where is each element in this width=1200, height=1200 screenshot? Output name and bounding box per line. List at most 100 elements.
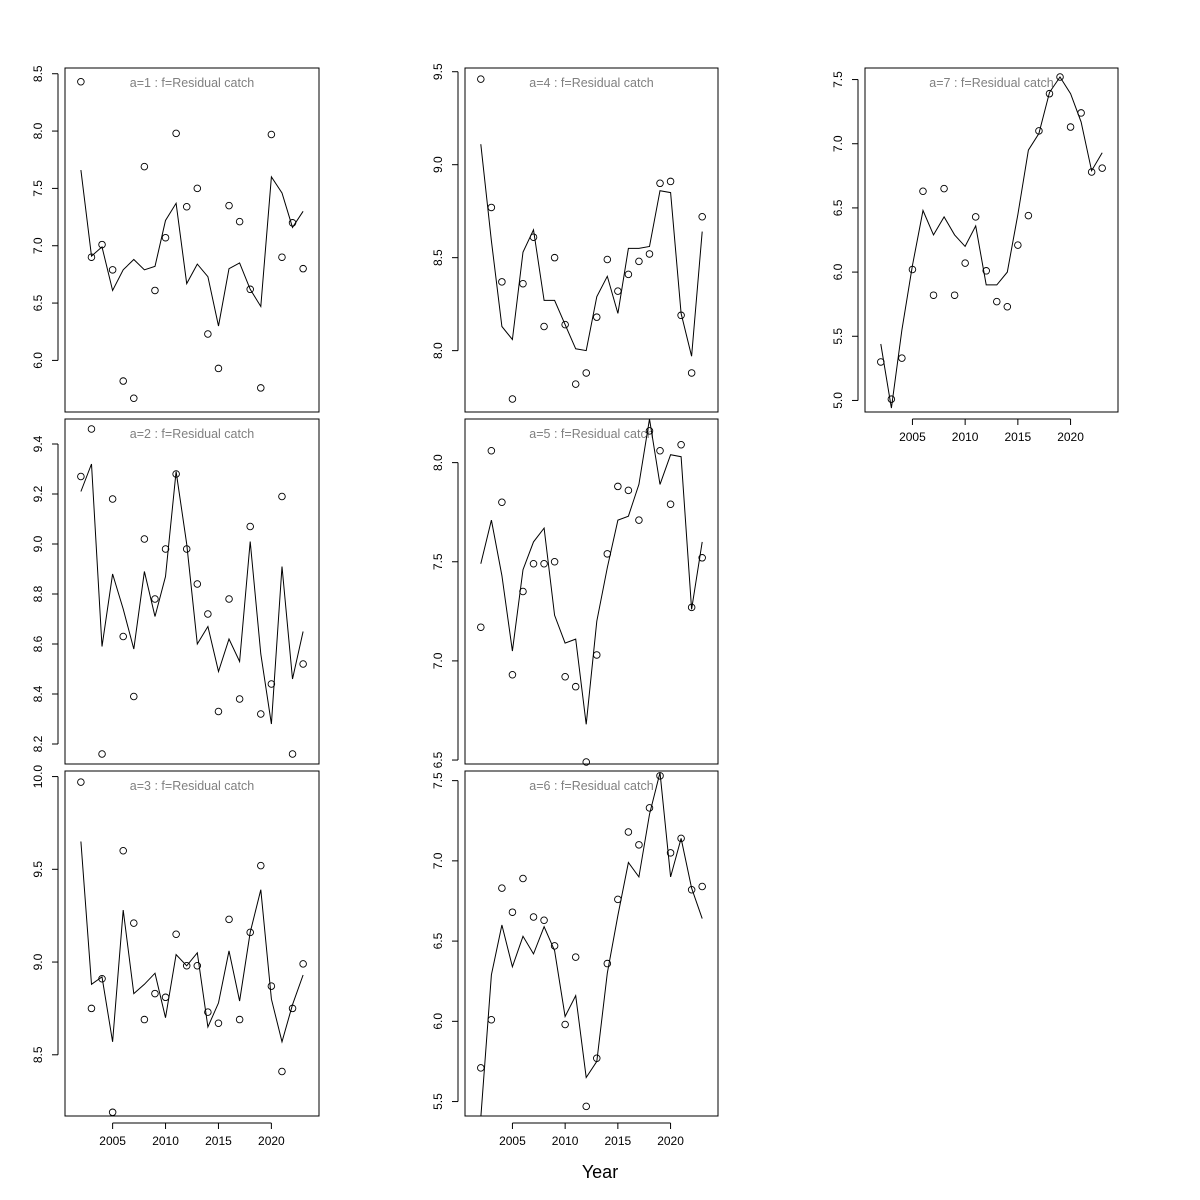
observed-point xyxy=(246,522,254,531)
observed-point xyxy=(550,558,559,566)
observed-point xyxy=(593,1054,601,1062)
observed-point xyxy=(193,580,202,588)
observed-point xyxy=(519,874,527,883)
observed-point xyxy=(477,623,485,631)
observed-point xyxy=(993,297,1001,306)
observed-point xyxy=(614,895,622,904)
observed-point xyxy=(235,695,244,703)
observed-point xyxy=(278,253,286,261)
x-tick-label: 2020 xyxy=(1057,430,1084,444)
observed-point xyxy=(529,913,538,921)
observed-point xyxy=(477,1064,485,1072)
x-tick-label: 2010 xyxy=(552,1134,579,1148)
observed-point xyxy=(214,1019,223,1028)
observed-point xyxy=(645,427,654,435)
chart-panel-6: 5.5 6.0 6.5 7.0 7.5 2005 2010 2015 2020 a=6 : f=R… xyxy=(431,770,719,1148)
observed-point xyxy=(1024,211,1033,220)
observed-point xyxy=(550,942,559,950)
observed-point xyxy=(87,253,96,261)
observed-point xyxy=(508,908,517,916)
observed-point xyxy=(87,1004,96,1013)
plot-frame xyxy=(464,418,719,765)
observed-point xyxy=(257,710,265,718)
observed-point xyxy=(561,673,569,681)
observed-point xyxy=(498,278,506,286)
observed-point xyxy=(119,847,127,855)
y-tick-label: 9.0 xyxy=(431,156,445,173)
observed-point xyxy=(299,960,307,968)
observed-point xyxy=(477,75,485,83)
observed-point xyxy=(908,265,917,274)
observed-point xyxy=(1077,109,1085,117)
chart-panel-5: 6.5 7.0 7.5 8.0 a=5 : f=Residual catch xyxy=(431,418,719,768)
y-tick-label: 7.0 xyxy=(31,237,45,254)
y-tick-label: 7.5 xyxy=(431,772,445,789)
observed-point xyxy=(929,291,938,299)
observed-point xyxy=(603,255,612,264)
observed-point xyxy=(645,250,654,258)
observed-point xyxy=(140,535,149,543)
observed-point xyxy=(698,213,706,221)
plot-frame xyxy=(64,770,320,1117)
panel-title: a=1 : f=Residual catch xyxy=(130,76,254,90)
observed-point xyxy=(98,240,106,249)
observed-point xyxy=(487,203,496,212)
y-tick-label: 6.5 xyxy=(31,294,45,311)
observed-point xyxy=(172,930,180,938)
observed-point xyxy=(540,559,548,568)
observed-point xyxy=(950,291,959,299)
x-axis-label: Year xyxy=(582,1162,618,1182)
observed-point xyxy=(519,587,527,596)
y-tick-label: 8.0 xyxy=(431,454,445,471)
observed-point xyxy=(614,287,622,295)
y-tick-label: 5.5 xyxy=(431,1093,445,1110)
observed-point xyxy=(172,470,180,478)
observed-point xyxy=(119,632,127,641)
observed-point xyxy=(593,651,601,659)
observed-point xyxy=(561,1020,569,1029)
y-tick-label: 6.0 xyxy=(431,1013,445,1030)
observed-point xyxy=(151,989,159,998)
y-tick-label: 7.0 xyxy=(831,135,845,152)
y-tick-label: 6.5 xyxy=(831,199,845,216)
fitted-line xyxy=(480,144,703,357)
observed-point xyxy=(540,916,548,924)
y-tick-label: 9.0 xyxy=(31,953,45,970)
y-tick-label: 8.5 xyxy=(31,1046,45,1063)
observed-point xyxy=(299,660,307,668)
observed-point xyxy=(108,1108,117,1117)
observed-point xyxy=(119,377,127,385)
observed-point xyxy=(529,233,538,241)
panel-title: a=3 : f=Residual catch xyxy=(130,779,254,793)
observed-point xyxy=(687,603,696,612)
panel-title: a=5 : f=Residual catch xyxy=(529,427,653,441)
chart-panel-3: 8.5 9.0 9.5 10.0 2005 2010 2015 2020 a=3 : f=Res… xyxy=(31,765,320,1148)
observed-point xyxy=(635,516,643,524)
observed-point xyxy=(571,380,580,388)
observed-point xyxy=(225,595,233,603)
observed-point xyxy=(887,395,896,403)
observed-point xyxy=(278,1067,286,1076)
observed-point xyxy=(624,486,633,495)
observed-point xyxy=(140,1015,149,1024)
x-tick-label: 2010 xyxy=(152,1134,179,1148)
fitted-line xyxy=(880,76,1103,409)
fitted-line xyxy=(480,419,703,725)
chart-panel-2: 8.2 8.4 8.6 8.8 9.0 9.2 9.4 a=2 : f=Residual ca… xyxy=(31,418,320,765)
observed-point xyxy=(98,974,106,983)
fitted-line xyxy=(480,772,703,1116)
observed-point xyxy=(130,394,138,402)
observed-point xyxy=(540,322,548,331)
observed-point xyxy=(98,750,106,758)
observed-point xyxy=(130,919,138,927)
observed-point xyxy=(1014,241,1022,249)
fitted-line xyxy=(80,170,304,327)
panel-title: a=7 : f=Residual catch xyxy=(929,76,1053,90)
observed-point xyxy=(971,213,980,221)
panel-title: a=2 : f=Residual catch xyxy=(130,427,254,441)
x-tick-label: 2015 xyxy=(205,1134,232,1148)
observed-point xyxy=(257,861,265,870)
observed-point xyxy=(130,692,138,701)
y-tick-label: 6.5 xyxy=(431,932,445,949)
plot-frame xyxy=(464,770,719,1117)
